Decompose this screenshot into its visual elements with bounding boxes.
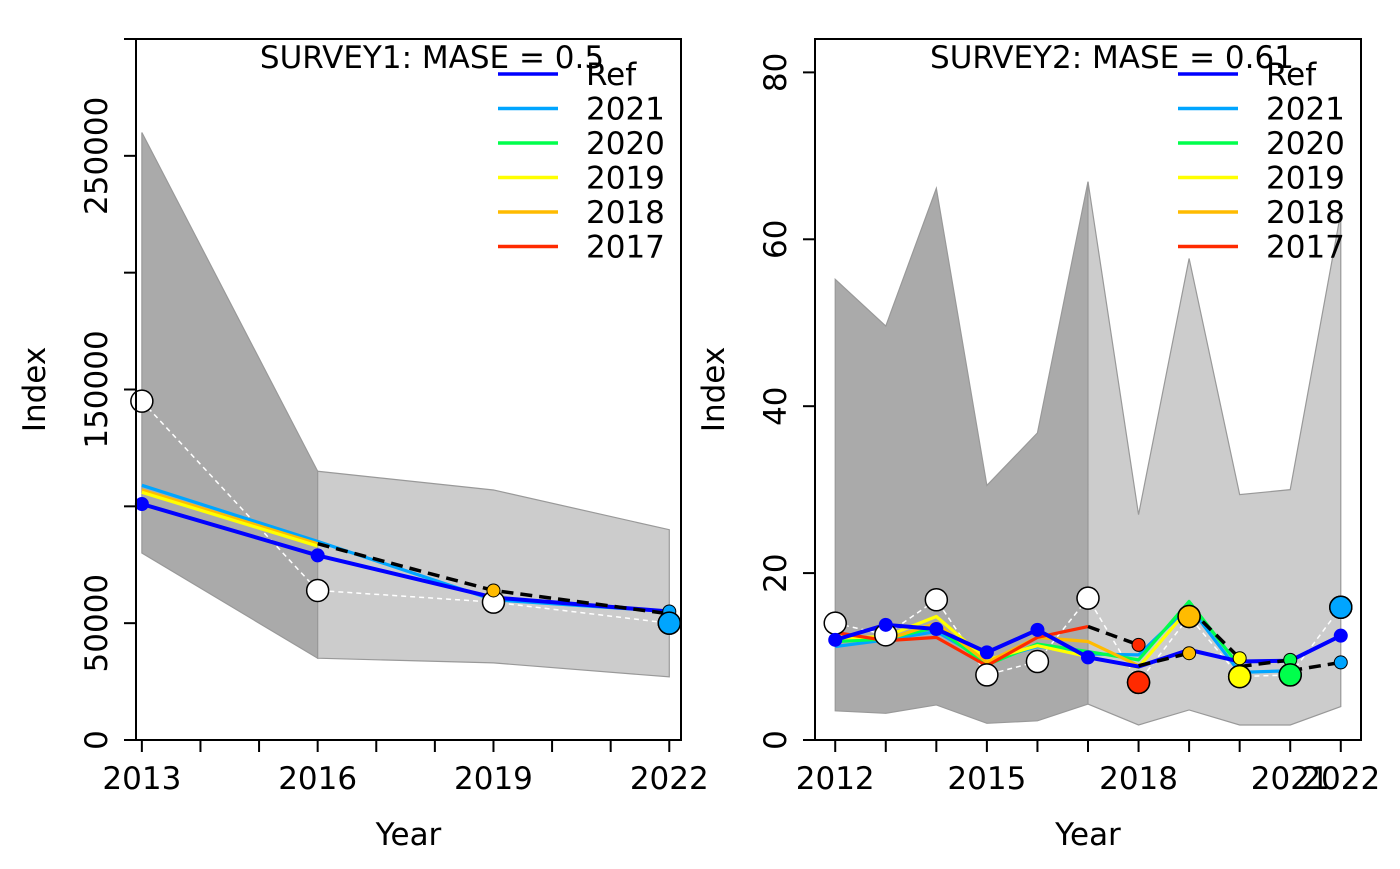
data-point xyxy=(1030,622,1045,637)
forecast-line-4 xyxy=(1239,658,1291,669)
x-tick-label: 2021 xyxy=(1251,761,1330,797)
legend-label: 2021 xyxy=(586,92,665,128)
x-tick-label: 2016 xyxy=(278,761,357,797)
data-point xyxy=(878,617,893,632)
legend-label: Ref xyxy=(586,57,637,93)
y-tick-label: 80 xyxy=(758,53,794,92)
observed-point xyxy=(1076,586,1100,610)
observed-point-highlight xyxy=(1227,664,1252,689)
series-line-ref xyxy=(141,502,670,614)
observed-line xyxy=(141,400,670,624)
confidence-band-2 xyxy=(317,470,670,678)
observed-point xyxy=(130,389,154,413)
observed-point xyxy=(924,588,949,612)
observed-point-highlight xyxy=(1126,670,1151,695)
observed-point xyxy=(1025,649,1050,674)
observed-point xyxy=(975,663,999,687)
legend-label: 2018 xyxy=(1266,195,1345,231)
x-axis-title: Year xyxy=(1054,817,1121,853)
legend-label: 2018 xyxy=(586,195,665,231)
legend-label: 2021 xyxy=(1266,92,1345,128)
observed-point xyxy=(823,611,847,635)
chart-title: SURVEY2: MASE = 0.61 xyxy=(930,40,1294,76)
data-point xyxy=(1232,651,1247,666)
forecast-line-2 xyxy=(1138,651,1190,668)
data-point xyxy=(134,496,149,511)
x-tick-label: 2012 xyxy=(796,761,875,797)
data-point xyxy=(929,622,944,637)
data-point xyxy=(1081,650,1095,665)
y-tick-label: 50000 xyxy=(79,574,115,673)
observed-point xyxy=(305,578,330,603)
x-tick-label: 2018 xyxy=(1099,761,1178,797)
data-point xyxy=(828,632,843,647)
legend-label: 2019 xyxy=(1266,161,1345,197)
forecast-line-1 xyxy=(1087,624,1140,647)
observed-point-highlight xyxy=(1177,604,1201,629)
data-point xyxy=(310,548,325,563)
panel-1: 2013 2016 2019 2022 0 50000 150000 250000 Year In… xyxy=(17,38,709,853)
observed-point-highlight xyxy=(1278,663,1302,687)
x-tick-label: 2019 xyxy=(454,761,533,797)
chart-title: SURVEY1: MASE = 0.5 xyxy=(260,40,604,76)
legend-label: 2020 xyxy=(1266,126,1345,162)
data-point xyxy=(979,645,994,660)
y-axis-title: Index xyxy=(17,347,53,432)
y-tick-label: 40 xyxy=(758,386,794,425)
y-tick-label: 0 xyxy=(79,730,115,750)
data-point xyxy=(1333,655,1348,670)
x-tick-label: 2022 xyxy=(1301,761,1380,797)
confidence-band-2 xyxy=(1087,181,1342,726)
data-point xyxy=(1333,628,1348,643)
y-tick-label: 60 xyxy=(758,220,794,259)
data-point xyxy=(486,583,501,598)
observed-point-highlight xyxy=(1329,595,1353,620)
confidence-band-1 xyxy=(141,132,319,660)
y-axis-title: Index xyxy=(696,347,732,432)
observed-point-highlight xyxy=(657,611,682,635)
y-tick-label: 250000 xyxy=(79,97,115,215)
series-line-2018 xyxy=(141,488,319,546)
legend-label: 2017 xyxy=(1266,230,1345,266)
x-tick-label: 2013 xyxy=(102,761,181,797)
y-tick-label: 150000 xyxy=(79,330,115,448)
legend-label: 2020 xyxy=(586,126,665,162)
panel-2: 2012 2015 2018 20212022020406080YearIndexSU… xyxy=(696,38,1380,853)
y-tick-label: 20 xyxy=(758,553,794,592)
series-line-2019 xyxy=(141,490,319,548)
legend-label: 2019 xyxy=(586,161,665,197)
x-axis-title: Year xyxy=(375,817,442,853)
x-tick-label: 2015 xyxy=(947,761,1026,797)
legend-label: 2017 xyxy=(586,230,665,266)
data-point xyxy=(1182,646,1197,661)
x-tick-label: 2022 xyxy=(630,761,709,797)
data-point xyxy=(1131,637,1146,652)
y-tick-label: 0 xyxy=(758,730,794,750)
legend-label: Ref xyxy=(1266,57,1317,93)
